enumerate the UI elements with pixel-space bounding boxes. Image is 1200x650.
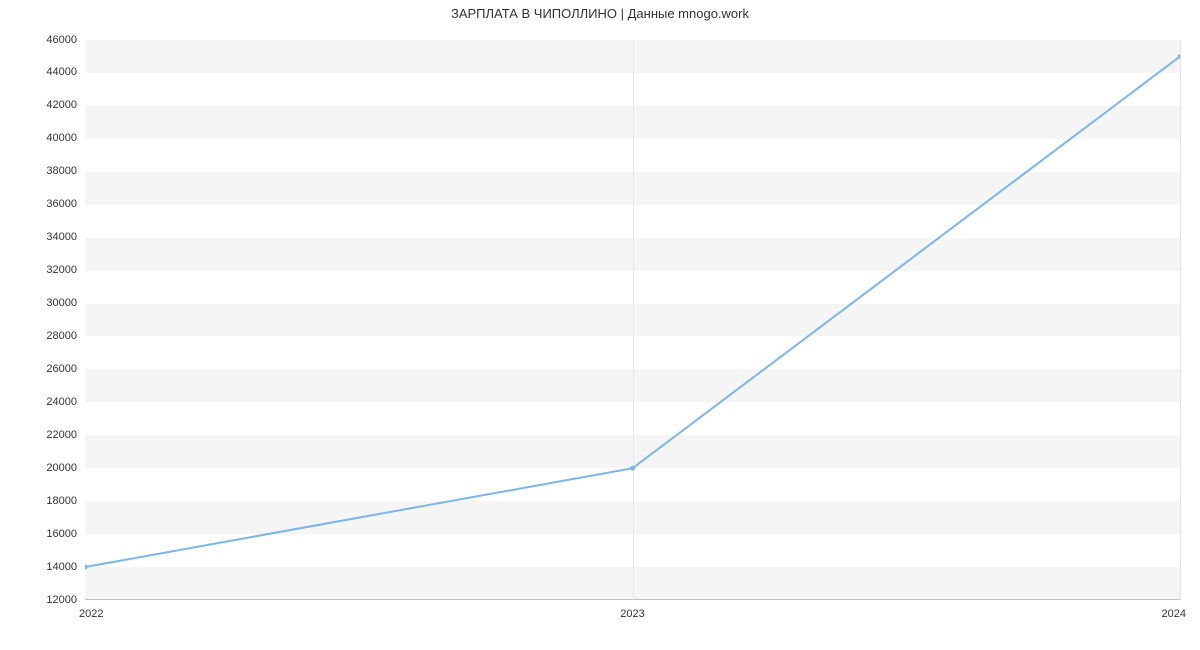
y-tick-label: 26000	[27, 363, 77, 375]
y-tick-label: 38000	[27, 165, 77, 177]
salary-line-chart: ЗАРПЛАТА В ЧИПОЛЛИНО | Данные mnogo.work…	[0, 0, 1200, 650]
y-tick-label: 32000	[27, 264, 77, 276]
x-gridline	[1180, 40, 1181, 600]
x-tick-label: 2023	[603, 608, 663, 620]
y-tick-label: 40000	[27, 132, 77, 144]
data-point[interactable]	[1178, 54, 1180, 58]
y-tick-label: 20000	[27, 462, 77, 474]
y-tick-label: 28000	[27, 330, 77, 342]
y-tick-label: 36000	[27, 198, 77, 210]
y-tick-label: 18000	[27, 495, 77, 507]
chart-title: ЗАРПЛАТА В ЧИПОЛЛИНО | Данные mnogo.work	[0, 6, 1200, 21]
data-point[interactable]	[631, 466, 635, 470]
y-tick-label: 22000	[27, 429, 77, 441]
y-tick-label: 14000	[27, 561, 77, 573]
x-tick-label: 2024	[1126, 608, 1186, 620]
y-tick-label: 34000	[27, 231, 77, 243]
y-tick-label: 44000	[27, 66, 77, 78]
y-tick-label: 24000	[27, 396, 77, 408]
y-tick-label: 30000	[27, 297, 77, 309]
x-tick-label: 2022	[79, 608, 139, 620]
series-line	[85, 56, 1180, 567]
y-tick-label: 12000	[27, 594, 77, 606]
data-point[interactable]	[85, 565, 87, 569]
y-tick-label: 46000	[27, 34, 77, 46]
y-tick-label: 42000	[27, 99, 77, 111]
series-layer	[85, 40, 1180, 600]
plot-area: 1200014000160001800020000220002400026000…	[85, 40, 1180, 600]
y-tick-label: 16000	[27, 528, 77, 540]
